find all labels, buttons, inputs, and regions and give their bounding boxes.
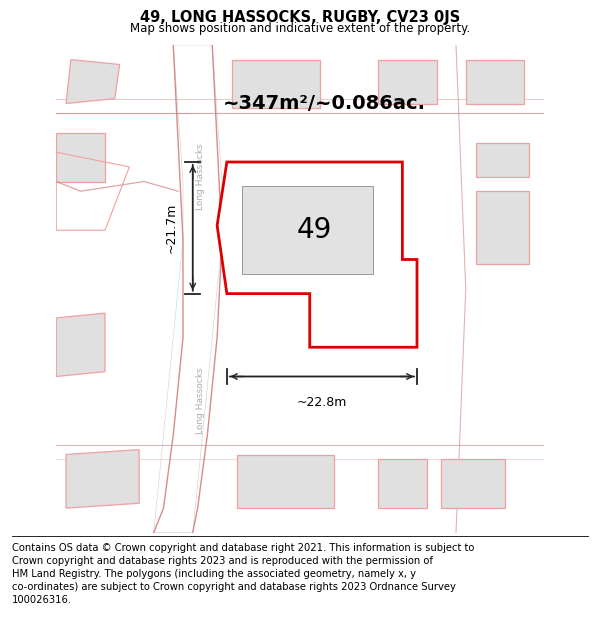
Text: Map shows position and indicative extent of the property.: Map shows position and indicative extent… [130, 22, 470, 35]
Polygon shape [476, 142, 529, 177]
Polygon shape [378, 459, 427, 508]
Polygon shape [241, 186, 373, 274]
Polygon shape [232, 59, 320, 108]
Polygon shape [56, 132, 105, 181]
Polygon shape [154, 45, 222, 532]
Polygon shape [378, 59, 437, 104]
Text: Long Hassocks: Long Hassocks [196, 143, 205, 210]
Text: 49: 49 [297, 216, 332, 244]
Polygon shape [66, 449, 139, 508]
Polygon shape [442, 459, 505, 508]
Polygon shape [236, 454, 334, 508]
Text: ~347m²/~0.086ac.: ~347m²/~0.086ac. [223, 94, 426, 113]
Polygon shape [56, 313, 105, 376]
Text: Long Hassocks: Long Hassocks [196, 368, 205, 434]
Text: ~22.8m: ~22.8m [297, 396, 347, 409]
Text: ~21.7m: ~21.7m [165, 202, 178, 253]
Polygon shape [66, 59, 119, 104]
Polygon shape [217, 162, 417, 348]
Polygon shape [466, 59, 524, 104]
Text: 49, LONG HASSOCKS, RUGBY, CV23 0JS: 49, LONG HASSOCKS, RUGBY, CV23 0JS [140, 10, 460, 25]
Text: Contains OS data © Crown copyright and database right 2021. This information is : Contains OS data © Crown copyright and d… [12, 542, 475, 606]
Polygon shape [476, 191, 529, 264]
